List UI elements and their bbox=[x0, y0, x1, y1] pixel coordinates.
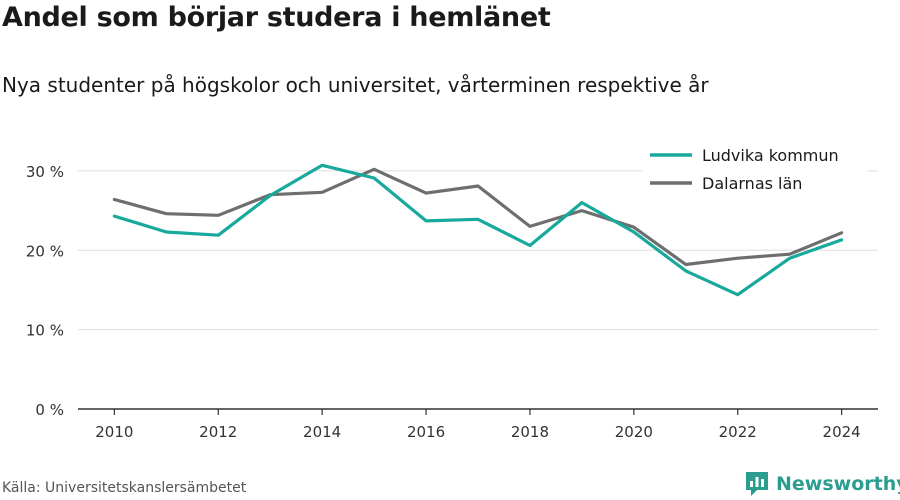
y-tick-label: 10 % bbox=[26, 322, 64, 340]
legend-label: Dalarnas län bbox=[702, 174, 802, 193]
legend-label: Ludvika kommun bbox=[702, 146, 839, 165]
y-tick-label: 20 % bbox=[26, 242, 64, 260]
x-tick-label: 2024 bbox=[823, 423, 861, 441]
bar-chart-logo-icon bbox=[746, 472, 768, 496]
legend-background bbox=[642, 138, 868, 198]
x-tick-label: 2016 bbox=[407, 423, 445, 441]
x-tick-label: 2014 bbox=[303, 423, 341, 441]
chart-subtitle: Nya studenter på högskolor och universit… bbox=[2, 73, 709, 97]
brand-logo: Newsworthy bbox=[744, 470, 900, 498]
series-line-1 bbox=[112, 163, 844, 297]
y-tick-label: 0 % bbox=[35, 401, 64, 419]
brand-name: Newsworthy bbox=[776, 473, 900, 495]
line-chart: 0 % 10 % 20 % 30 % 2010 2012 2014 2016 2018 2020 2… bbox=[25, 138, 878, 441]
x-tick-label: 2018 bbox=[511, 423, 549, 441]
x-tick-label: 2020 bbox=[615, 423, 653, 441]
x-tick-label: 2012 bbox=[199, 423, 237, 441]
chart-title: Andel som börjar studera i hemlänet bbox=[2, 2, 551, 33]
y-tick-label: 30 % bbox=[26, 163, 64, 181]
series-line-2 bbox=[112, 167, 844, 267]
source-note: Källa: Universitetskanslersämbetet bbox=[2, 480, 247, 496]
x-tick-label: 2022 bbox=[719, 423, 757, 441]
x-tick-label: 2010 bbox=[95, 423, 133, 441]
